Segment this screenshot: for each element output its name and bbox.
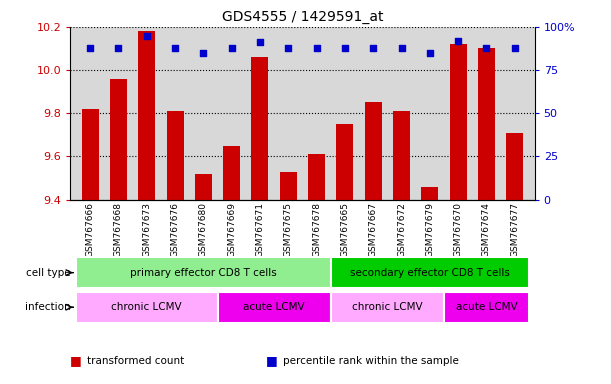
Bar (331, 257, 529, 288)
Point (368, 45, 378, 51)
Bar (365, 103, 382, 200)
Bar (167, 111, 183, 200)
Text: cell type: cell type (26, 268, 70, 278)
Point (481, 45, 491, 51)
Point (397, 45, 406, 51)
Bar (422, 187, 438, 200)
Text: GSM767676: GSM767676 (170, 202, 180, 257)
Title: GDS4555 / 1429591_at: GDS4555 / 1429591_at (222, 10, 383, 25)
Text: GSM767669: GSM767669 (227, 202, 236, 257)
Bar (223, 146, 240, 200)
Text: GSM767679: GSM767679 (425, 202, 434, 257)
Point (510, 45, 520, 51)
Text: percentile rank within the sample: percentile rank within the sample (283, 356, 459, 366)
Bar (444, 292, 529, 323)
Bar (337, 124, 353, 200)
Point (85, 45, 95, 51)
Bar (252, 57, 268, 200)
Point (199, 50, 208, 56)
Text: infection: infection (24, 302, 70, 312)
Bar (507, 133, 523, 200)
Text: GSM767667: GSM767667 (368, 202, 378, 257)
Text: GSM767666: GSM767666 (86, 202, 95, 257)
Point (142, 33, 152, 39)
Point (284, 45, 293, 51)
Point (340, 45, 350, 51)
Point (170, 45, 180, 51)
Point (255, 40, 265, 46)
Text: GSM767671: GSM767671 (255, 202, 265, 257)
Bar (393, 111, 410, 200)
Bar (76, 292, 218, 323)
Point (453, 38, 463, 44)
Bar (280, 172, 297, 200)
Text: acute LCMV: acute LCMV (243, 302, 305, 312)
Bar (110, 79, 127, 200)
Text: secondary effector CD8 T cells: secondary effector CD8 T cells (350, 268, 510, 278)
Text: GSM767674: GSM767674 (482, 202, 491, 257)
Text: chronic LCMV: chronic LCMV (352, 302, 423, 312)
Text: GSM767672: GSM767672 (397, 202, 406, 257)
Text: GSM767670: GSM767670 (454, 202, 463, 257)
Bar (195, 174, 212, 200)
Point (425, 50, 435, 56)
Bar (331, 292, 444, 323)
Bar (76, 257, 331, 288)
Text: transformed count: transformed count (87, 356, 185, 366)
Point (227, 45, 236, 51)
Text: chronic LCMV: chronic LCMV (111, 302, 182, 312)
Text: GSM767680: GSM767680 (199, 202, 208, 257)
Bar (308, 154, 325, 200)
Bar (82, 109, 98, 200)
Bar (450, 44, 467, 200)
Text: GSM767673: GSM767673 (142, 202, 151, 257)
Text: primary effector CD8 T cells: primary effector CD8 T cells (130, 268, 277, 278)
Text: acute LCMV: acute LCMV (456, 302, 518, 312)
Bar (138, 31, 155, 200)
Text: GSM767665: GSM767665 (340, 202, 349, 257)
Text: GSM767678: GSM767678 (312, 202, 321, 257)
Point (312, 45, 321, 51)
Text: GSM767675: GSM767675 (284, 202, 293, 257)
Text: GSM767668: GSM767668 (114, 202, 123, 257)
Text: ■: ■ (266, 354, 277, 367)
Point (114, 45, 123, 51)
Text: ■: ■ (70, 354, 82, 367)
Text: GSM767677: GSM767677 (510, 202, 519, 257)
Bar (218, 292, 331, 323)
Bar (478, 48, 495, 200)
